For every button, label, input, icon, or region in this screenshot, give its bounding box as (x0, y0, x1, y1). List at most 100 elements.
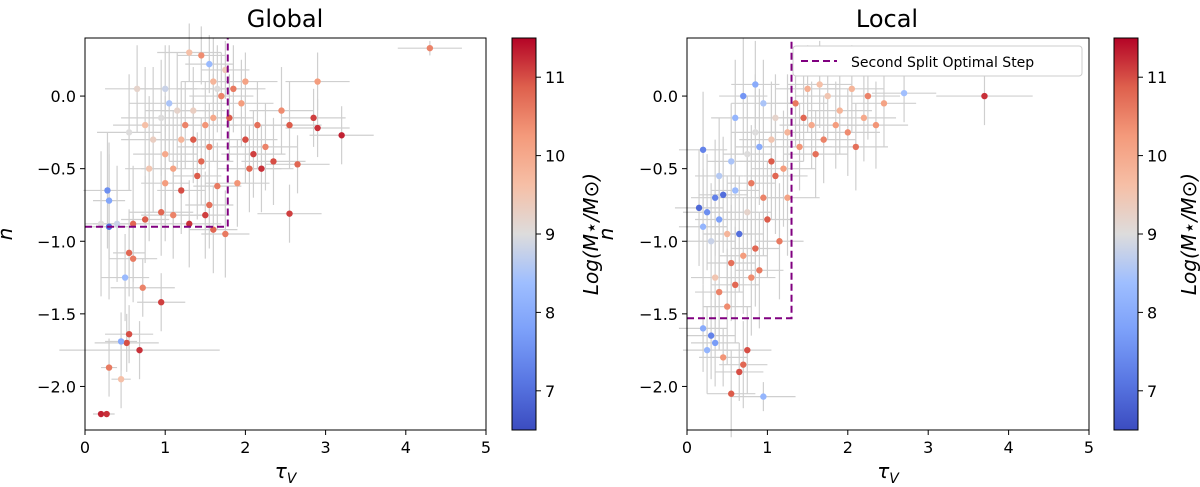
data-point (246, 165, 253, 172)
data-point (728, 259, 735, 267)
data-point (178, 187, 185, 194)
data-point (715, 216, 723, 223)
data-point (740, 361, 747, 368)
data-point (756, 143, 763, 151)
x-tick-label: 2 (240, 438, 250, 457)
plot-frame (84, 37, 487, 431)
data-point (703, 346, 711, 354)
data-point (715, 172, 723, 180)
y-tick-label: −2.0 (639, 377, 678, 396)
optimal-step-line (85, 38, 229, 228)
x-tick-label: 5 (1084, 438, 1094, 457)
x-tick-label: 0 (682, 438, 692, 457)
data-point (719, 191, 727, 198)
data-point (772, 172, 779, 180)
x-tick-label: 3 (923, 438, 933, 457)
data-point (162, 85, 169, 93)
data-point (981, 92, 988, 100)
data-point (776, 238, 783, 245)
colorbar-tick-label: 7 (1147, 382, 1157, 401)
data-point (804, 85, 811, 93)
data-point (145, 165, 153, 172)
data-point (117, 375, 125, 383)
data-point (314, 78, 321, 85)
data-point (149, 136, 157, 143)
x-axis-label: τV (275, 459, 298, 487)
colorbar-tick-label: 8 (545, 303, 555, 322)
data-point (125, 249, 133, 257)
data-point (310, 114, 317, 122)
x-tick-label: 3 (321, 438, 331, 457)
data-point (780, 165, 787, 172)
y-tick-label: −0.5 (639, 160, 678, 179)
data-point (760, 100, 767, 107)
colorbar-tick-label: 10 (1147, 147, 1167, 166)
colorbar-tick-label: 7 (545, 382, 555, 401)
colorbar-tick-label: 9 (545, 225, 555, 244)
data-point (715, 288, 723, 296)
data-point (736, 230, 743, 238)
data-point (836, 107, 843, 114)
panel-global: 0 1 2 3 4 5 0.0 −0.5 −1.0 −1.5 −2.0 Global τV n 7 8 9 10 1… (0, 5, 603, 487)
data-point (139, 284, 146, 291)
y-tick-label: 0.0 (653, 87, 678, 106)
data-point (728, 390, 735, 397)
data-point (816, 81, 823, 88)
data-point (724, 303, 731, 310)
data-point (812, 150, 819, 158)
data-point (760, 194, 767, 201)
data-point (105, 197, 113, 204)
colorbar-label: Log(M⋆/M⊙) (579, 173, 603, 295)
x-axis-label-subscript: V (287, 471, 298, 487)
colorbar-tick-label: 9 (1147, 225, 1157, 244)
x-tick-label: 5 (481, 438, 491, 457)
data-point (206, 143, 213, 151)
data-point (695, 204, 703, 212)
data-point (234, 179, 241, 187)
data-point (832, 121, 839, 129)
data-point (711, 194, 719, 201)
data-point (214, 182, 221, 190)
legend: Second Split Optimal Step (792, 45, 1083, 77)
data-point (174, 107, 181, 114)
data-point (214, 85, 221, 93)
data-point (210, 78, 217, 85)
data-point (242, 136, 249, 143)
data-point (129, 220, 137, 228)
data-point (752, 81, 759, 88)
data-point (206, 201, 213, 209)
data-point (242, 78, 249, 85)
data-point (784, 194, 791, 201)
y-tick-label: −1.0 (639, 232, 678, 251)
data-point (162, 179, 169, 187)
x-axis-label: τV (877, 459, 900, 487)
panel-local: 0 1 2 3 4 5 0.0 −0.5 −1.0 −1.5 −2.0 Local τV n 7 8 9 10 11… (594, 5, 1200, 487)
data-point (768, 158, 775, 165)
data-point (170, 211, 177, 219)
data-point (129, 255, 137, 262)
y-axis-label: n (594, 228, 618, 241)
data-point (186, 49, 193, 56)
data-point (198, 52, 205, 59)
data-point (125, 129, 133, 136)
y-tick-label: −1.5 (639, 305, 678, 324)
x-tick-label: 2 (843, 438, 853, 457)
data-point (178, 136, 185, 143)
data-point (202, 121, 209, 129)
y-tick-label: −1.0 (37, 232, 76, 251)
data-point (103, 410, 110, 418)
data-point (314, 124, 321, 132)
data-point (900, 89, 908, 97)
data-point (824, 92, 831, 100)
data-point (117, 338, 125, 345)
error-bars (674, 38, 1033, 438)
data-point (125, 330, 133, 338)
data-point (238, 100, 245, 107)
data-point (772, 114, 779, 122)
data-points (97, 44, 434, 418)
data-point (748, 179, 755, 187)
data-point (218, 92, 225, 100)
error-bars (59, 23, 462, 417)
data-point (760, 393, 767, 400)
data-point (844, 129, 851, 136)
